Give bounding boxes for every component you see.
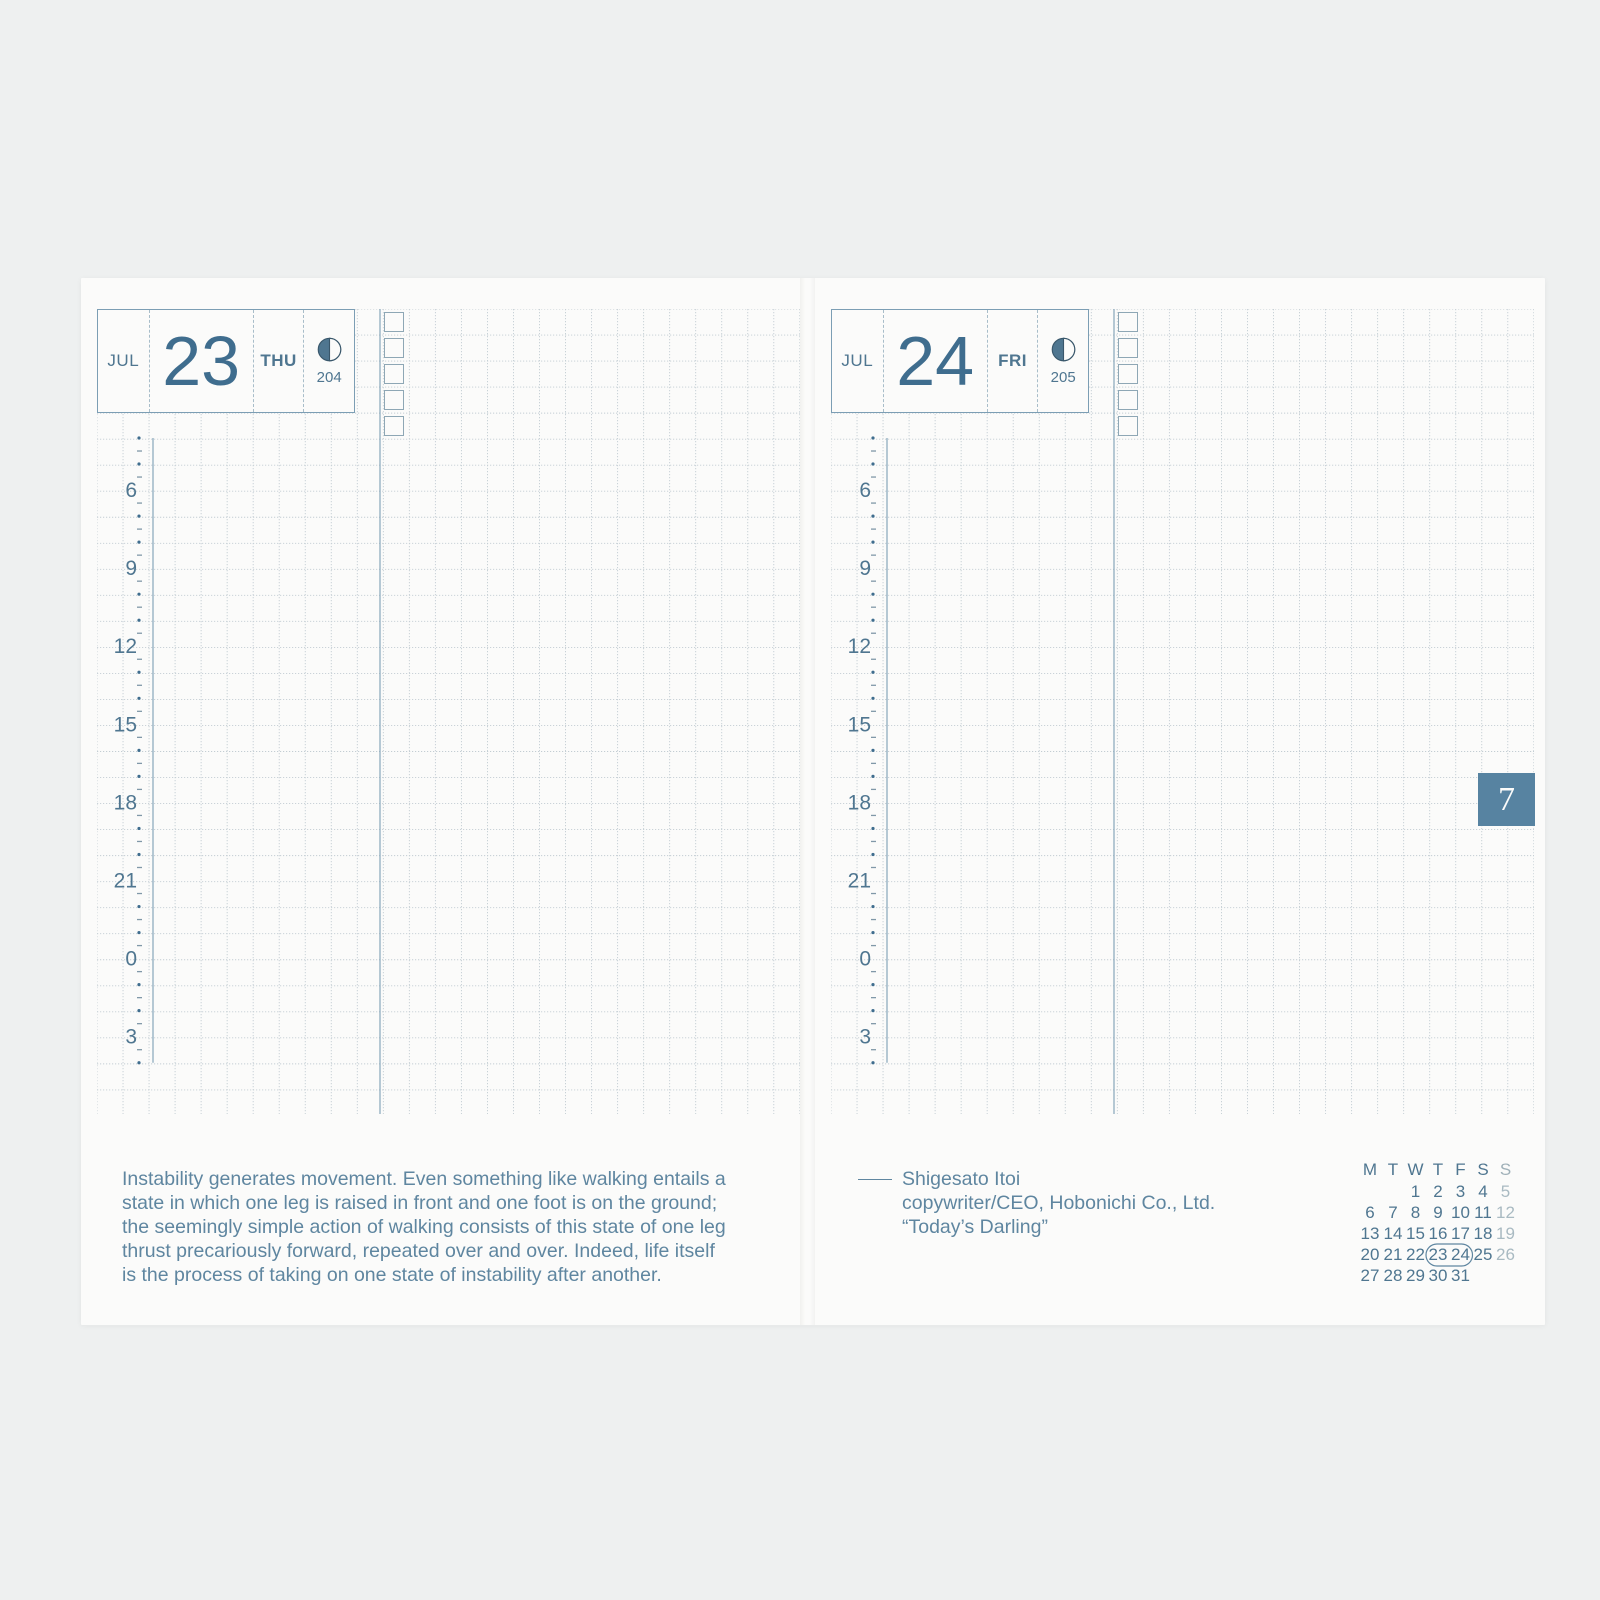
svg-text:21: 21 [1384, 1245, 1403, 1264]
svg-text:4: 4 [1478, 1182, 1487, 1201]
svg-text:W: W [1407, 1160, 1423, 1179]
svg-text:31: 31 [1451, 1266, 1470, 1285]
svg-text:12: 12 [114, 635, 137, 658]
svg-text:S: S [1500, 1160, 1511, 1179]
svg-text:22: 22 [1406, 1245, 1425, 1264]
svg-text:18: 18 [1474, 1224, 1493, 1243]
svg-text:9: 9 [1433, 1203, 1442, 1222]
svg-text:M: M [1363, 1160, 1377, 1179]
svg-text:20: 20 [1361, 1245, 1380, 1264]
svg-text:3: 3 [1456, 1182, 1465, 1201]
svg-text:6: 6 [125, 479, 137, 502]
svg-text:15: 15 [1406, 1224, 1425, 1243]
svg-text:15: 15 [848, 713, 871, 736]
svg-text:16: 16 [1429, 1224, 1448, 1243]
svg-text:21: 21 [114, 870, 137, 893]
svg-text:23: 23 [1429, 1245, 1448, 1264]
svg-text:3: 3 [859, 1026, 871, 1049]
svg-text:6: 6 [1365, 1203, 1374, 1222]
svg-text:T: T [1433, 1160, 1443, 1179]
svg-text:14: 14 [1384, 1224, 1403, 1243]
svg-text:12: 12 [1496, 1203, 1515, 1222]
svg-text:8: 8 [1411, 1203, 1420, 1222]
svg-text:13: 13 [1361, 1224, 1380, 1243]
svg-text:18: 18 [114, 791, 137, 814]
svg-text:26: 26 [1496, 1245, 1515, 1264]
svg-text:9: 9 [859, 557, 871, 580]
svg-text:25: 25 [1474, 1245, 1493, 1264]
svg-text:28: 28 [1384, 1266, 1403, 1285]
svg-text:19: 19 [1496, 1224, 1515, 1243]
svg-text:1: 1 [1411, 1182, 1420, 1201]
svg-text:6: 6 [859, 479, 871, 502]
svg-text:10: 10 [1451, 1203, 1470, 1222]
svg-text:2: 2 [1433, 1182, 1442, 1201]
svg-text:S: S [1477, 1160, 1488, 1179]
svg-text:15: 15 [114, 713, 137, 736]
svg-text:24: 24 [1451, 1245, 1470, 1264]
svg-text:30: 30 [1429, 1266, 1448, 1285]
svg-text:0: 0 [859, 948, 871, 971]
svg-text:7: 7 [1388, 1203, 1397, 1222]
svg-text:9: 9 [125, 557, 137, 580]
svg-text:T: T [1388, 1160, 1398, 1179]
svg-text:21: 21 [848, 870, 871, 893]
svg-text:F: F [1455, 1160, 1465, 1179]
svg-text:5: 5 [1501, 1182, 1510, 1201]
svg-text:0: 0 [125, 948, 137, 971]
svg-text:29: 29 [1406, 1266, 1425, 1285]
svg-text:11: 11 [1474, 1203, 1492, 1222]
svg-text:17: 17 [1451, 1224, 1470, 1243]
svg-text:3: 3 [125, 1026, 137, 1049]
svg-text:18: 18 [848, 791, 871, 814]
svg-text:27: 27 [1361, 1266, 1380, 1285]
svg-text:12: 12 [848, 635, 871, 658]
